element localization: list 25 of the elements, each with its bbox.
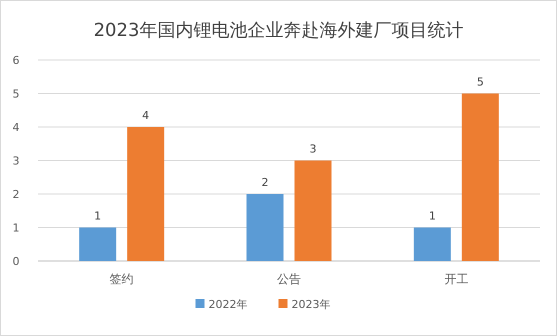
bar bbox=[127, 127, 164, 261]
bar bbox=[79, 228, 116, 261]
y-tick-label: 2 bbox=[12, 188, 20, 201]
y-tick-label: 3 bbox=[12, 154, 20, 168]
bar bbox=[294, 160, 332, 261]
bar bbox=[414, 228, 451, 261]
y-tick-label: 1 bbox=[12, 222, 20, 234]
y-tick-label: 5 bbox=[12, 88, 20, 100]
bar bbox=[462, 94, 499, 261]
data-label: 5 bbox=[476, 76, 484, 88]
data-label: 1 bbox=[428, 210, 436, 222]
x-tick-label: 公告 bbox=[277, 272, 301, 286]
data-label: 1 bbox=[94, 210, 102, 222]
x-tick-label: 签约 bbox=[110, 272, 134, 286]
y-tick-label: 4 bbox=[12, 121, 20, 134]
data-label: 4 bbox=[142, 109, 150, 122]
bar bbox=[246, 194, 284, 261]
y-tick-label: 6 bbox=[12, 54, 20, 67]
data-label: 3 bbox=[310, 142, 316, 156]
y-tick-label: 0 bbox=[12, 255, 20, 268]
data-label: 2 bbox=[262, 176, 268, 189]
chart-title: 2023年国内锂电池企业奔赴海外建厂项目统计 bbox=[94, 20, 464, 41]
x-tick-label: 开工 bbox=[444, 272, 468, 286]
legend-label: 2023年 bbox=[292, 298, 330, 311]
legend-label: 2022年 bbox=[208, 298, 248, 311]
